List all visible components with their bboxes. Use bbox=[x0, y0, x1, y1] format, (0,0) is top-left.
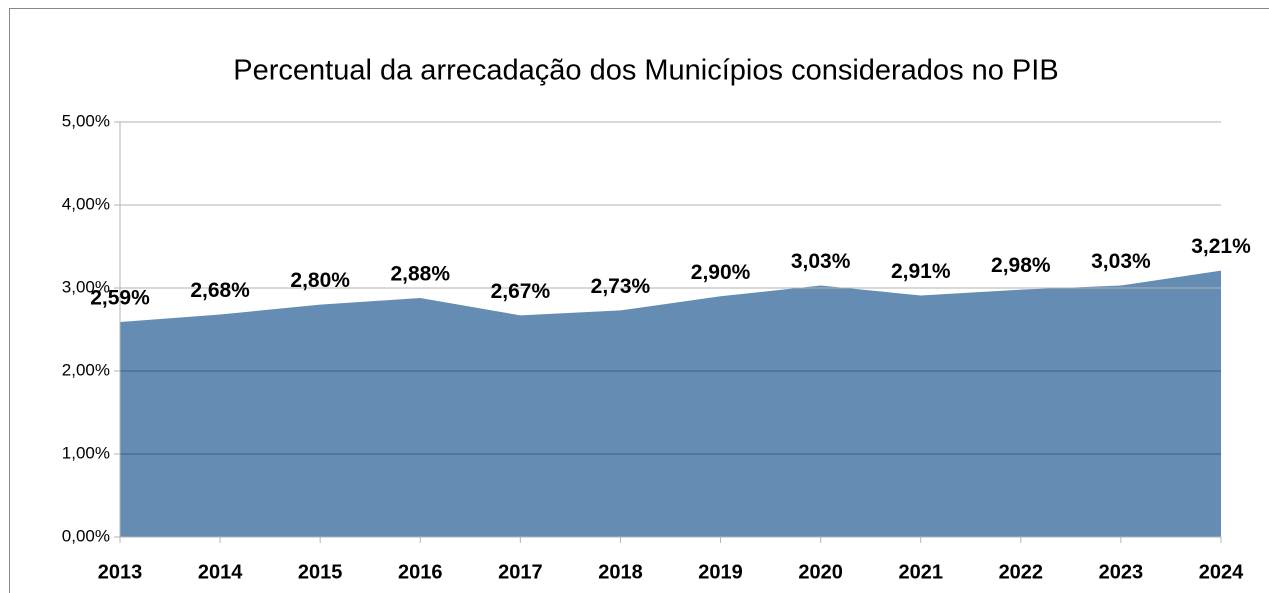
y-tick-label: 5,00% bbox=[62, 111, 110, 130]
x-tick-label: 2019 bbox=[698, 561, 743, 583]
data-label: 2,91% bbox=[891, 260, 951, 283]
y-tick-label: 3,00% bbox=[62, 277, 110, 296]
x-tick-label: 2022 bbox=[999, 561, 1044, 583]
y-tick-label: 2,00% bbox=[62, 360, 110, 379]
x-tick-label: 2017 bbox=[498, 561, 543, 583]
x-tick-label: 2024 bbox=[1199, 561, 1244, 583]
data-label: 2,68% bbox=[190, 279, 250, 302]
x-tick-label: 2021 bbox=[898, 561, 943, 583]
x-tick-label: 2023 bbox=[1099, 561, 1144, 583]
area bbox=[120, 270, 1221, 537]
x-tick-label: 2015 bbox=[298, 561, 343, 583]
x-tick-label: 2020 bbox=[798, 561, 843, 583]
y-tick-label: 1,00% bbox=[62, 443, 110, 462]
data-label: 3,21% bbox=[1191, 235, 1251, 258]
x-tick-label: 2014 bbox=[198, 561, 243, 583]
y-tick-label: 0,00% bbox=[62, 526, 110, 545]
x-tick-label: 2013 bbox=[98, 561, 143, 583]
data-label: 2,80% bbox=[290, 269, 350, 292]
data-label: 2,98% bbox=[991, 254, 1051, 277]
data-label: 2,90% bbox=[691, 261, 751, 284]
data-label: 2,67% bbox=[491, 280, 551, 303]
data-label: 2,73% bbox=[591, 275, 651, 298]
data-label: 2,88% bbox=[390, 263, 450, 286]
data-label: 2,59% bbox=[90, 287, 150, 310]
x-tick-label: 2018 bbox=[598, 561, 643, 583]
data-label: 3,03% bbox=[1091, 250, 1151, 273]
y-tick-label: 4,00% bbox=[62, 194, 110, 213]
chart-title: Percentual da arrecadação dos Municípios… bbox=[233, 55, 1058, 87]
x-tick-label: 2016 bbox=[398, 561, 443, 583]
data-label: 3,03% bbox=[791, 250, 851, 273]
